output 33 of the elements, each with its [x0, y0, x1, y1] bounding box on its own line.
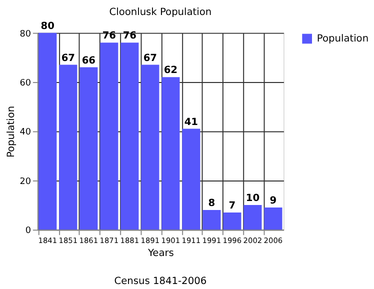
bar — [120, 42, 139, 230]
bar — [59, 64, 78, 230]
data-label: 7 — [228, 200, 236, 212]
data-label: 66 — [82, 55, 96, 66]
y-tick-label: 40 — [20, 128, 32, 138]
data-label: 76 — [102, 30, 116, 42]
chart-title: Cloonlusk Population — [109, 7, 212, 18]
bar — [182, 128, 200, 230]
data-label: 76 — [122, 30, 137, 42]
legend-label: Population — [316, 34, 369, 45]
bar — [244, 205, 262, 230]
y-tick-label: 20 — [20, 176, 32, 187]
bar — [141, 64, 160, 230]
y-axis-title: Population — [6, 106, 17, 158]
y-tick-label: 80 — [20, 29, 32, 40]
data-label: 41 — [184, 116, 198, 128]
bar — [264, 208, 282, 230]
data-label: 8 — [208, 198, 216, 210]
data-label: 67 — [143, 52, 158, 64]
y-tick-label: 60 — [20, 78, 32, 88]
data-label: 10 — [246, 193, 260, 204]
data-label: 80 — [40, 20, 55, 32]
data-label: 9 — [270, 196, 277, 207]
bar — [100, 42, 118, 230]
text: Census 1841-2006 — [114, 276, 207, 287]
data-label: 67 — [61, 52, 76, 64]
bar — [80, 67, 98, 230]
bar — [202, 210, 221, 230]
bar — [223, 212, 242, 230]
bar — [162, 77, 180, 230]
x-axis-title: Years — [146, 248, 174, 260]
y-tick-label: 0 — [25, 226, 32, 236]
data-label: 62 — [164, 65, 178, 76]
